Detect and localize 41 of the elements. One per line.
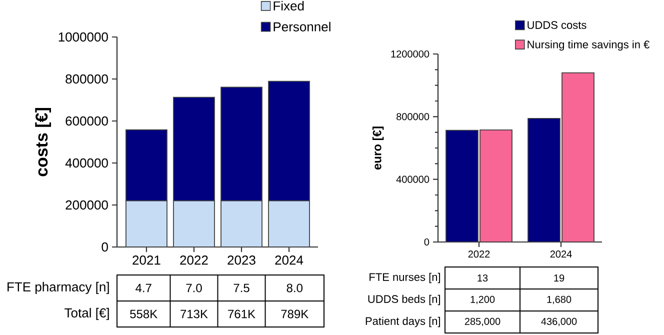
text: 13	[478, 274, 488, 282]
y-tick-label: 400000	[65, 158, 108, 168]
y-tick-label: 0	[424, 238, 430, 246]
text: 713K	[180, 310, 208, 318]
text: 761K	[228, 310, 256, 318]
text: 4.7	[136, 284, 152, 292]
y-tick-label: 1000000	[58, 32, 108, 42]
legend-label: UDDS costs	[528, 21, 586, 29]
x-tick-label: 2024	[550, 250, 572, 258]
text: 558K	[130, 310, 158, 318]
y-tick-label: 600000	[66, 116, 108, 126]
text: Total [€]	[64, 308, 109, 320]
text: 1,200	[470, 296, 495, 304]
y-axis-title: euro [€]	[372, 126, 384, 170]
y-tick-label: 200000	[66, 200, 108, 210]
text: 436,000	[541, 318, 577, 326]
y-tick-label: 1200000	[391, 50, 430, 58]
text: 7.5	[234, 284, 250, 292]
text: 285,000	[464, 318, 500, 326]
legend-label: Personnel	[274, 22, 330, 32]
legend-label: Nursing time savings in €	[528, 40, 650, 51]
text: FTE nurses [n]	[370, 272, 440, 284]
x-tick-label: 2021	[132, 256, 160, 265]
x-tick-label: 2023	[228, 256, 256, 265]
y-tick-label: 800000	[66, 74, 108, 84]
text: UDDS beds [n]	[368, 294, 440, 306]
y-tick-label: 400000	[396, 176, 430, 183]
y-axis-title: costs [€]	[35, 108, 51, 176]
text: 7.0	[186, 284, 202, 292]
legend-label: Fixed	[274, 0, 304, 11]
text: FTE pharmacy [n]	[8, 282, 109, 294]
text: Patient days [n]	[366, 316, 440, 328]
text: 19	[554, 274, 564, 282]
y-tick-label: 0	[102, 242, 108, 252]
text: 8.0	[286, 284, 303, 292]
y-tick-label: 800000	[396, 113, 430, 120]
x-tick-label: 2024	[275, 256, 304, 265]
x-tick-label: 2022	[468, 250, 490, 258]
x-tick-label: 2022	[180, 256, 208, 265]
text: 789K	[281, 310, 309, 318]
text: 1,680	[547, 296, 572, 304]
